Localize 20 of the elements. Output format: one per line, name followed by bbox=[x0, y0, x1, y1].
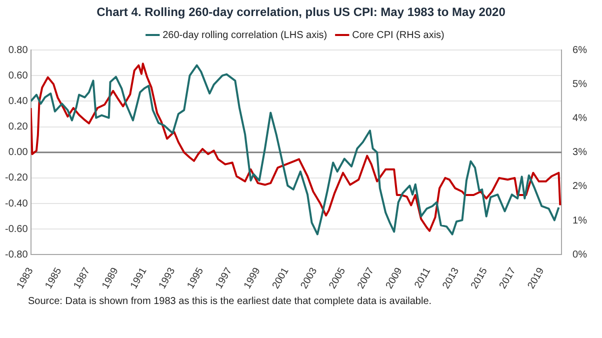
y2-tick-label: 4% bbox=[572, 112, 588, 124]
legend-label: 260-day rolling correlation (LHS axis) bbox=[162, 30, 328, 41]
y2-tick-label: 2% bbox=[572, 181, 588, 192]
y2-tick-label: 6% bbox=[572, 44, 588, 56]
y-tick-label: 0.40 bbox=[8, 96, 28, 107]
chart-title: Chart 4. Rolling 260-day correlation, plus US CPI: May 1983 to May 2020 bbox=[96, 4, 506, 20]
y2-tick-label: 3% bbox=[572, 147, 588, 158]
y-tick-label: -0.40 bbox=[4, 198, 28, 210]
y2-tick-label: 1% bbox=[572, 215, 588, 226]
y-tick-label: 0.20 bbox=[8, 122, 28, 133]
source-note: Source: Data is shown from 1983 as this is the earliest date that complete data is available. bbox=[27, 296, 433, 307]
legend-label: Core CPI (RHS axis) bbox=[352, 30, 444, 41]
y2-tick-label: 0% bbox=[572, 249, 588, 260]
y-tick-label: -0.80 bbox=[4, 249, 28, 260]
y-tick-label: -0.20 bbox=[4, 172, 28, 184]
y-tick-label: -0.60 bbox=[4, 224, 28, 235]
y-tick-label: 0.60 bbox=[8, 70, 28, 82]
y2-tick-label: 5% bbox=[572, 78, 588, 90]
y-tick-label: 0.80 bbox=[8, 44, 28, 56]
y-tick-label: 0.00 bbox=[8, 147, 28, 158]
